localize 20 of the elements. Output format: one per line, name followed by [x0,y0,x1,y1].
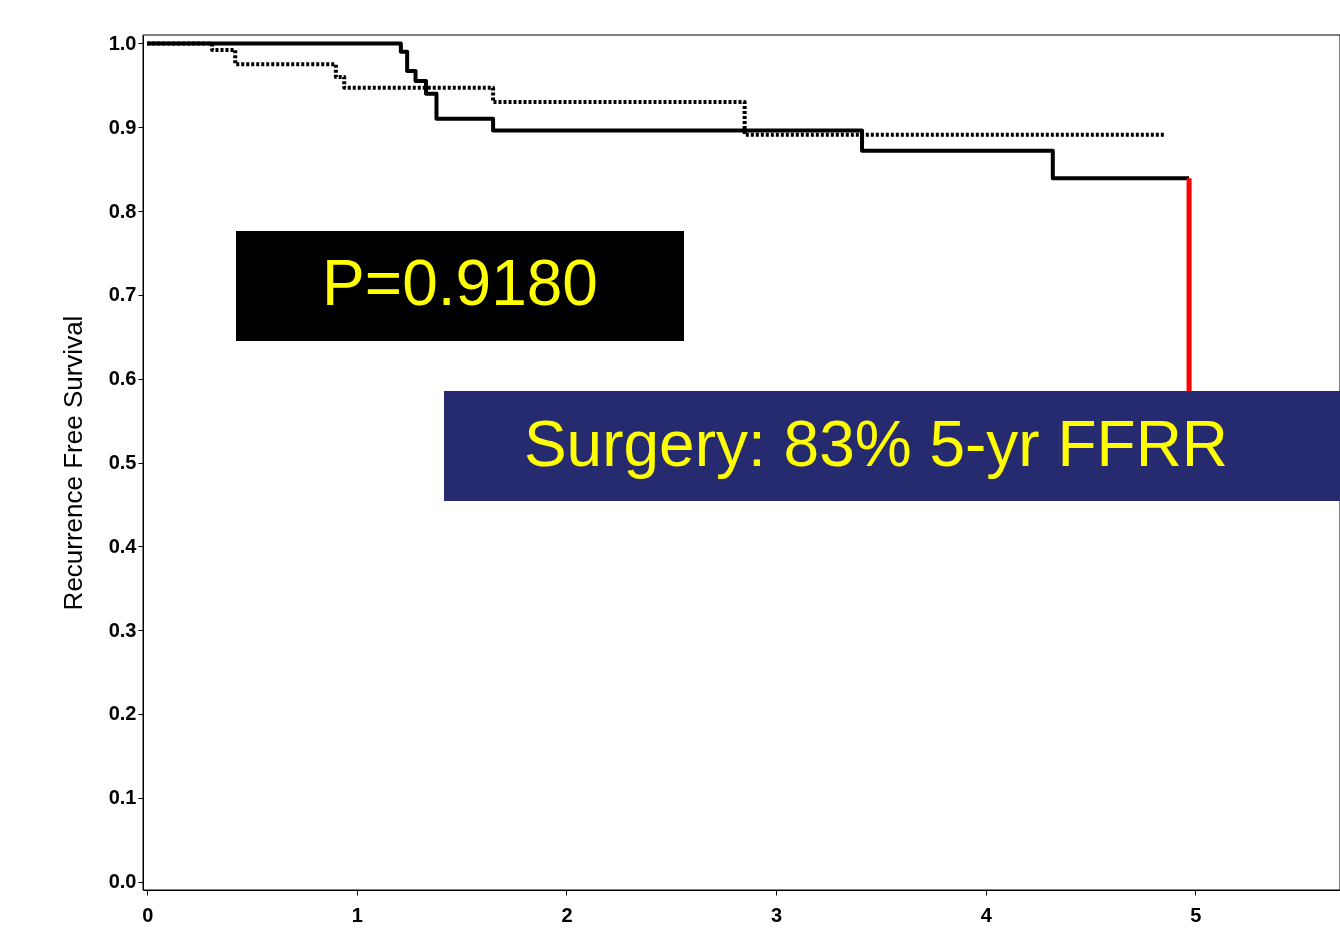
y-tick-label: 0.3 [108,618,137,641]
y-tick-label: 0.8 [108,199,137,222]
y-axis-title: Recurrence Free Survival [57,315,88,611]
x-tick-label: 0 [142,903,154,926]
y-tick-label: 0.6 [108,367,137,390]
y-tick-label: 0.2 [108,702,137,725]
y-tick-label: 0.1 [108,786,137,809]
y-tick-label: 1.0 [108,31,137,54]
x-tick-label: 2 [561,903,573,926]
annotation: P=0.9180 [322,247,598,319]
x-tick-label: 3 [771,903,783,926]
annotation: Surgery: 83% 5-yr FFRR [523,408,1229,480]
y-tick-label: 0.7 [108,283,137,306]
x-tick-label: 1 [351,903,363,926]
y-tick-label: 0.0 [108,870,137,893]
y-tick-label: 0.4 [108,534,138,557]
x-tick-label: 5 [1190,903,1202,926]
x-tick-label: 4 [980,903,993,926]
y-tick-label: 0.9 [108,115,137,138]
y-tick-label: 0.5 [108,451,137,473]
